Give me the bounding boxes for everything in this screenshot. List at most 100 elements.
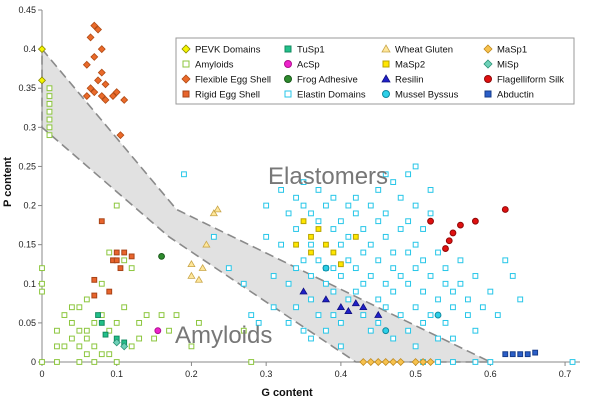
data-point xyxy=(321,295,331,303)
data-point xyxy=(352,210,359,217)
data-point xyxy=(46,132,53,139)
data-point xyxy=(117,265,124,272)
data-point xyxy=(90,21,99,30)
data-point xyxy=(457,257,464,264)
data-point xyxy=(360,226,367,232)
data-point xyxy=(76,304,83,311)
data-point xyxy=(113,249,120,256)
data-point xyxy=(293,194,299,201)
data-point xyxy=(83,327,90,334)
data-point xyxy=(308,210,314,217)
data-point xyxy=(106,351,113,358)
data-point xyxy=(270,304,277,311)
y-tick-label: 0.1 xyxy=(23,279,36,289)
data-point xyxy=(449,229,457,237)
data-point xyxy=(367,327,374,334)
data-point xyxy=(445,237,453,245)
data-point xyxy=(128,343,135,350)
data-point xyxy=(435,335,441,342)
data-point xyxy=(420,226,426,232)
data-point xyxy=(68,335,75,342)
data-point xyxy=(198,263,207,271)
data-point xyxy=(360,280,367,287)
data-point xyxy=(166,327,172,334)
data-point xyxy=(263,202,270,209)
data-point xyxy=(173,312,180,318)
data-point xyxy=(61,343,68,350)
legend: PEVK Domains TuSp1 Wheat Gluten MaSp1 Amyloi… xyxy=(175,37,575,105)
data-point xyxy=(240,327,247,334)
legend-label: Resilin xyxy=(395,75,424,86)
data-point xyxy=(479,304,486,311)
data-point xyxy=(113,319,120,326)
data-point xyxy=(351,299,360,307)
data-point xyxy=(412,241,419,248)
data-point xyxy=(322,264,330,272)
data-point xyxy=(359,303,368,311)
data-point xyxy=(308,249,314,256)
data-point xyxy=(405,280,412,287)
data-point xyxy=(390,335,397,342)
data-point xyxy=(196,319,202,326)
data-point xyxy=(187,271,196,279)
legend-label: Mussel Byssus xyxy=(395,90,459,101)
data-point xyxy=(94,25,103,34)
data-point xyxy=(300,257,307,264)
data-point xyxy=(381,358,390,366)
data-point xyxy=(532,349,539,356)
data-point xyxy=(91,343,98,350)
data-point xyxy=(210,233,217,240)
data-point xyxy=(375,296,382,303)
data-point xyxy=(54,359,60,365)
data-point xyxy=(442,319,449,326)
data-point xyxy=(213,205,222,213)
data-point xyxy=(263,233,270,240)
legend-label: Rigid Egg Shell xyxy=(195,90,260,101)
data-point xyxy=(38,76,46,85)
series-elastin-domains xyxy=(181,163,576,365)
legend-label: Flexible Egg Shell xyxy=(195,75,271,86)
data-point xyxy=(412,343,419,350)
data-point xyxy=(359,358,368,366)
data-point xyxy=(382,210,389,217)
y-tick-label: 0.45 xyxy=(18,5,36,15)
data-point xyxy=(315,257,322,264)
data-point xyxy=(76,343,83,350)
data-point xyxy=(39,265,45,272)
data-point xyxy=(91,276,98,283)
series-misp xyxy=(112,338,129,351)
data-point xyxy=(367,202,374,209)
series-resilin xyxy=(299,287,383,318)
data-point xyxy=(109,92,117,101)
data-point xyxy=(98,319,105,326)
data-point xyxy=(158,253,165,260)
series-abductin xyxy=(502,349,539,358)
data-point xyxy=(405,327,412,334)
legend-marker xyxy=(381,44,391,53)
data-point xyxy=(465,312,471,318)
data-point xyxy=(285,210,292,217)
data-point xyxy=(91,319,98,326)
data-point xyxy=(502,351,509,358)
data-point xyxy=(102,331,109,338)
legend-label: Flagelliform Silk xyxy=(497,75,564,86)
data-point xyxy=(405,171,412,178)
data-point xyxy=(83,335,90,342)
data-point xyxy=(113,359,120,365)
legend-marker xyxy=(483,59,493,69)
data-point xyxy=(457,221,464,229)
data-point xyxy=(54,343,60,350)
data-point xyxy=(397,273,404,279)
legend-label: AcSp xyxy=(297,60,320,71)
data-point xyxy=(360,249,367,256)
data-point xyxy=(524,351,531,358)
data-point xyxy=(435,249,441,256)
data-point xyxy=(154,327,162,335)
data-point xyxy=(367,273,374,279)
data-point xyxy=(420,257,426,264)
data-point xyxy=(97,45,106,54)
data-points xyxy=(38,21,576,366)
data-point xyxy=(46,93,53,99)
data-point xyxy=(472,273,479,279)
series-acsp xyxy=(154,327,162,335)
